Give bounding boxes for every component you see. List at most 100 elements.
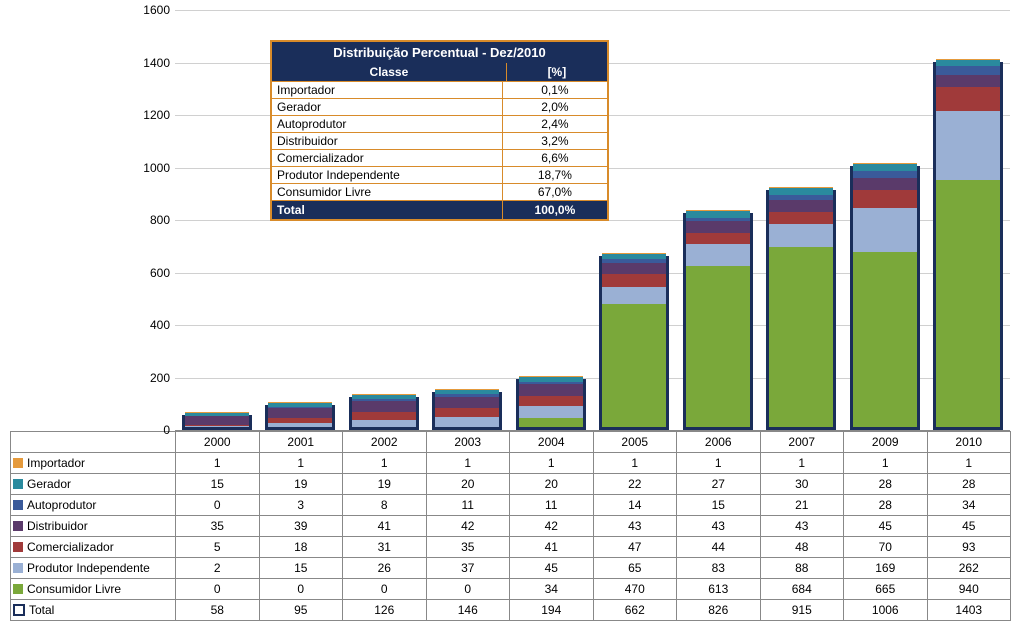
bar-seg-comercializador bbox=[268, 418, 332, 423]
table-cell: 19 bbox=[260, 474, 344, 495]
table-cell: 42 bbox=[427, 516, 511, 537]
bar-seg-autoprodutor bbox=[602, 259, 666, 263]
legend-swatch bbox=[13, 458, 23, 468]
bar-seg-distribuidor bbox=[853, 178, 917, 190]
table-cell: 41 bbox=[510, 537, 594, 558]
table-cell: 146 bbox=[427, 600, 511, 621]
bar-seg-gerador bbox=[602, 254, 666, 260]
table-col-header: 2007 bbox=[761, 432, 845, 453]
bar-seg-produtor_independente bbox=[519, 406, 583, 418]
y-tick: 1000 bbox=[130, 161, 170, 175]
table-cell: 28 bbox=[928, 474, 1012, 495]
inset-cell-label: Comercializador bbox=[272, 150, 503, 166]
legend-label: Produtor Independente bbox=[27, 561, 150, 575]
inset-cell-pct: 0,1% bbox=[503, 82, 607, 98]
table-cell: 3 bbox=[260, 495, 344, 516]
table-cell: 45 bbox=[928, 516, 1012, 537]
bar-seg-gerador bbox=[686, 210, 750, 217]
table-row-label-total: Total bbox=[11, 600, 176, 621]
table-cell: 43 bbox=[677, 516, 761, 537]
data-table: 2000200120022003200420052006200720092010… bbox=[10, 431, 1011, 621]
inset-cell-pct: 2,0% bbox=[503, 99, 607, 115]
inset-cell-label: Distribuidor bbox=[272, 133, 503, 149]
inset-cell-pct: 18,7% bbox=[503, 167, 607, 183]
inset-cell-pct: 67,0% bbox=[503, 184, 607, 200]
table-cell: 1 bbox=[594, 453, 678, 474]
bar-seg-produtor_independente bbox=[936, 111, 1000, 180]
table-cell: 0 bbox=[260, 579, 344, 600]
bar-seg-produtor_independente bbox=[602, 287, 666, 304]
table-col-header: 2005 bbox=[594, 432, 678, 453]
bar-seg-produtor_independente bbox=[769, 224, 833, 247]
table-cell: 20 bbox=[510, 474, 594, 495]
table-cell: 70 bbox=[844, 537, 928, 558]
bar-seg-produtor_independente bbox=[268, 423, 332, 427]
table-cell: 1 bbox=[844, 453, 928, 474]
bar-seg-distribuidor bbox=[352, 401, 416, 412]
table-row-label-consumidor_livre: Consumidor Livre bbox=[11, 579, 176, 600]
bar-seg-comercializador bbox=[352, 412, 416, 420]
table-cell: 34 bbox=[510, 579, 594, 600]
table-cell: 39 bbox=[260, 516, 344, 537]
inset-total-pct: 100,0% bbox=[503, 201, 607, 219]
table-cell: 42 bbox=[510, 516, 594, 537]
table-cell: 1 bbox=[928, 453, 1012, 474]
table-cell: 83 bbox=[677, 558, 761, 579]
table-cell: 34 bbox=[928, 495, 1012, 516]
table-cell: 0 bbox=[427, 579, 511, 600]
table-row-label-produtor_independente: Produtor Independente bbox=[11, 558, 176, 579]
inset-cell-label: Autoprodutor bbox=[272, 116, 503, 132]
inset-cell-label: Consumidor Livre bbox=[272, 184, 503, 200]
inset-col-class: Classe bbox=[272, 63, 507, 81]
legend-label: Distribuidor bbox=[27, 519, 88, 533]
bar-seg-autoprodutor bbox=[519, 382, 583, 385]
table-cell: 11 bbox=[427, 495, 511, 516]
table-cell: 2 bbox=[176, 558, 260, 579]
table-cell: 8 bbox=[343, 495, 427, 516]
bar-seg-gerador bbox=[936, 59, 1000, 66]
legend-label: Gerador bbox=[27, 477, 71, 491]
legend-label: Consumidor Livre bbox=[27, 582, 121, 596]
table-cell: 19 bbox=[343, 474, 427, 495]
table-col-header: 2010 bbox=[928, 432, 1012, 453]
inset-cell-pct: 3,2% bbox=[503, 133, 607, 149]
bar-seg-comercializador bbox=[602, 274, 666, 286]
y-tick: 800 bbox=[130, 213, 170, 227]
y-tick: 600 bbox=[130, 266, 170, 280]
inset-total-row: Total 100,0% bbox=[272, 200, 607, 219]
legend-swatch-total bbox=[13, 604, 25, 616]
table-cell: 15 bbox=[677, 495, 761, 516]
legend-label: Comercializador bbox=[27, 540, 114, 554]
table-cell: 31 bbox=[343, 537, 427, 558]
bar-seg-gerador bbox=[352, 394, 416, 399]
bar-seg-produtor_independente bbox=[435, 417, 499, 427]
table-cell: 262 bbox=[928, 558, 1012, 579]
inset-title: Distribuição Percentual - Dez/2010 bbox=[272, 42, 607, 63]
inset-row: Comercializador6,6% bbox=[272, 149, 607, 166]
table-cell: 470 bbox=[594, 579, 678, 600]
table-cell: 45 bbox=[510, 558, 594, 579]
table-col-header: 2006 bbox=[677, 432, 761, 453]
table-cell: 1 bbox=[260, 453, 344, 474]
y-axis: 02004006008001000120014001600 bbox=[130, 10, 170, 430]
inset-row: Gerador2,0% bbox=[272, 98, 607, 115]
table-row-label-gerador: Gerador bbox=[11, 474, 176, 495]
legend-swatch bbox=[13, 563, 23, 573]
table-col-header: 2002 bbox=[343, 432, 427, 453]
inset-cell-pct: 2,4% bbox=[503, 116, 607, 132]
table-cell: 1 bbox=[343, 453, 427, 474]
bar-seg-autoprodutor bbox=[435, 394, 499, 397]
inset-total-label: Total bbox=[272, 201, 503, 219]
y-tick: 400 bbox=[130, 318, 170, 332]
table-cell: 684 bbox=[761, 579, 845, 600]
table-cell: 0 bbox=[176, 495, 260, 516]
table-cell: 35 bbox=[176, 516, 260, 537]
table-cell: 194 bbox=[510, 600, 594, 621]
inset-rows: Importador0,1%Gerador2,0%Autoprodutor2,4… bbox=[272, 81, 607, 200]
bar-seg-consumidor_livre bbox=[686, 266, 750, 427]
inset-cell-label: Produtor Independente bbox=[272, 167, 503, 183]
y-tick: 0 bbox=[130, 423, 170, 437]
table-cell: 20 bbox=[427, 474, 511, 495]
gridline bbox=[175, 10, 1010, 11]
table-cell: 28 bbox=[844, 495, 928, 516]
